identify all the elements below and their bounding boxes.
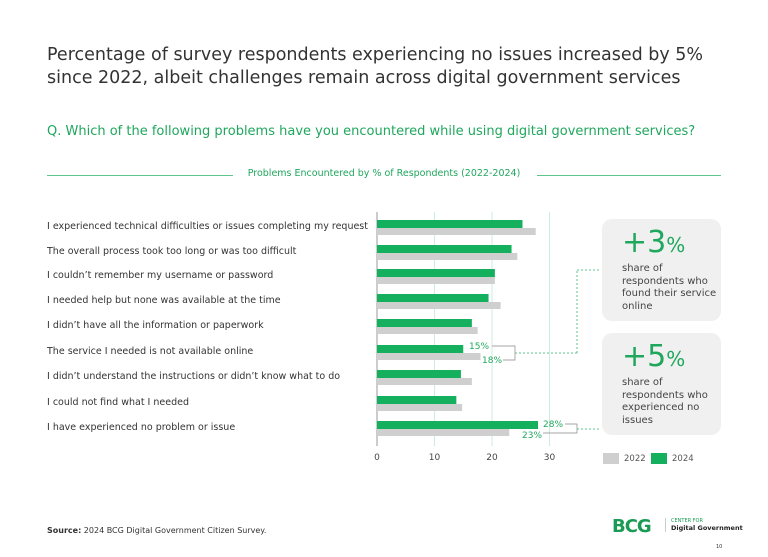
center-logo: CENTER FOR Digital Government	[665, 518, 743, 532]
callout-online: +3% share of respondents who found their…	[602, 219, 721, 321]
bar-2024	[377, 294, 489, 302]
annotation-2024: 15%	[469, 342, 489, 352]
x-tick-label: 10	[429, 453, 441, 463]
slide-title: Percentage of survey respondents experie…	[47, 45, 704, 88]
category-label: The overall process took too long or was…	[47, 246, 297, 257]
bcg-logo: BCG	[612, 516, 652, 537]
category-label: I could not find what I needed	[47, 397, 189, 408]
divider-right	[537, 175, 721, 176]
bar-2024	[377, 269, 495, 277]
bar-2022	[377, 253, 518, 260]
category-label: I needed help but none was available at …	[47, 295, 281, 306]
chart-title: Problems Encountered by % of Respondents…	[247, 168, 521, 179]
callout-text: share of respondents who experienced no …	[622, 377, 708, 426]
x-tick-label: 30	[544, 453, 556, 463]
category-label: The service I needed is not available on…	[47, 346, 254, 357]
callout-value: +5%	[622, 339, 686, 374]
bar-2024	[377, 370, 461, 378]
legend-2022: 2022	[603, 453, 646, 464]
category-label: I have experienced no problem or issue	[47, 422, 236, 433]
bar-2022	[377, 228, 536, 235]
source-note: Source: 2024 BCG Digital Government Citi…	[47, 526, 267, 535]
x-tick-label: 0	[374, 453, 380, 463]
survey-question: Q. Which of the following problems have …	[47, 124, 696, 139]
bar-2024	[377, 319, 472, 327]
bar-2022	[377, 353, 481, 360]
category-label: I couldn’t remember my username or passw…	[47, 270, 274, 281]
callout-value: +3%	[622, 225, 686, 260]
category-label: I experienced technical difficulties or …	[47, 221, 368, 232]
annotation-2022: 23%	[522, 431, 542, 441]
x-tick-label: 20	[486, 453, 498, 463]
bar-2022	[377, 327, 478, 334]
bar-2024	[377, 345, 464, 353]
callout-text: share of respondents who found their ser…	[622, 263, 717, 312]
legend-2024: 2024	[651, 453, 694, 464]
bar-2022	[377, 277, 495, 284]
bar-2024	[377, 421, 538, 429]
callout-no-issues: +5% share of respondents who experienced…	[602, 333, 721, 435]
bar-2022	[377, 404, 463, 411]
divider-left	[47, 175, 233, 176]
bar-2022	[377, 302, 501, 309]
page-number: 10	[716, 544, 723, 550]
bar-2024	[377, 396, 457, 404]
annotation-2024: 28%	[543, 420, 563, 430]
bar-2022	[377, 378, 472, 385]
category-label: I didn’t understand the instructions or …	[47, 371, 341, 382]
annotation-2022: 18%	[482, 356, 502, 366]
bar-2024	[377, 245, 512, 253]
bar-2024	[377, 220, 523, 228]
category-label: I didn’t have all the information or pap…	[47, 320, 264, 331]
bar-2022	[377, 429, 510, 436]
